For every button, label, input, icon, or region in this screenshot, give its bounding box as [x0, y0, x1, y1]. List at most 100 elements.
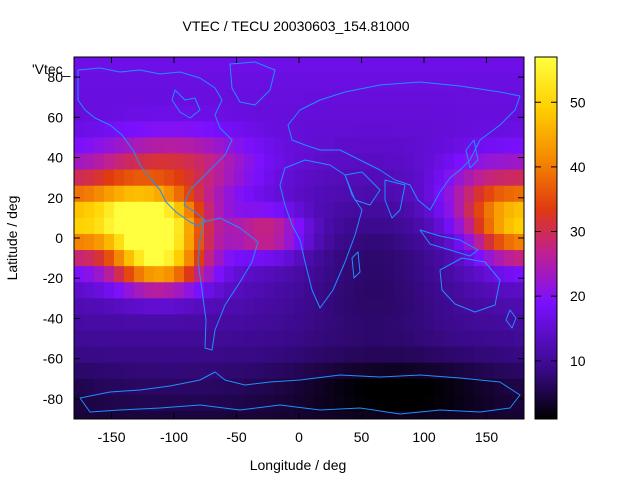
heat-cell [274, 394, 285, 412]
heat-cell [194, 73, 205, 90]
heat-cell [354, 153, 365, 171]
heat-cell [274, 330, 285, 348]
heat-cell [174, 282, 185, 299]
heat-cell [124, 378, 135, 396]
y-tick-label: 60 [47, 109, 63, 125]
heat-cell [154, 233, 165, 251]
heat-cell [144, 250, 155, 267]
heat-cell [514, 282, 524, 299]
heat-cell [104, 266, 115, 283]
heat-cell [514, 57, 524, 74]
heat-cell [294, 217, 305, 235]
heat-cell [344, 314, 355, 332]
heat-cell [234, 217, 245, 235]
heat-cell [444, 137, 455, 155]
heat-cell [404, 217, 415, 235]
heat-cell [134, 394, 145, 412]
heat-cell [464, 394, 475, 412]
heat-cell [284, 314, 295, 332]
heat-cell [454, 233, 465, 251]
heat-cell [204, 57, 215, 74]
heat-cell [84, 250, 95, 267]
heat-cell [274, 121, 285, 139]
heat-cell [334, 233, 345, 251]
heat-cell [144, 266, 155, 283]
heat-cell [94, 153, 105, 171]
heat-cell [504, 153, 515, 171]
heat-cell [214, 282, 225, 299]
heat-cell [484, 57, 495, 74]
heat-cell [204, 73, 215, 90]
heat-cell [354, 250, 365, 267]
heat-cell [384, 362, 395, 380]
heat-cell [104, 169, 115, 187]
heat-cell [494, 105, 505, 122]
heat-cell [474, 233, 485, 251]
heat-cell [464, 121, 475, 139]
heat-cell [354, 346, 365, 364]
heat-cell [194, 314, 205, 332]
heat-cell [304, 394, 315, 412]
heat-cell [384, 105, 395, 122]
heat-cell [204, 121, 215, 139]
heat-cell [484, 185, 495, 203]
colorbar-tick-label: 10 [570, 353, 586, 369]
heat-cell [314, 185, 325, 203]
heat-cell [274, 217, 285, 235]
heat-cell [424, 73, 435, 90]
heat-cell [444, 394, 455, 412]
heat-cell [264, 169, 275, 187]
heat-cell [514, 201, 524, 219]
heat-cell [104, 137, 115, 155]
heat-cell [204, 233, 215, 251]
heat-cell [474, 57, 485, 74]
heat-cell [104, 378, 115, 396]
heat-cell [164, 73, 175, 90]
heat-cell [274, 410, 285, 419]
heat-cell [444, 233, 455, 251]
heat-cell [194, 185, 205, 203]
heat-cell [474, 217, 485, 235]
heat-cell [204, 298, 215, 316]
heat-cell [364, 378, 375, 396]
heat-cell [144, 282, 155, 299]
heat-cell [344, 169, 355, 187]
heat-cell [244, 298, 255, 316]
heat-cell [294, 105, 305, 122]
heat-cell [334, 153, 345, 171]
heat-cell [444, 250, 455, 267]
heat-cell [434, 169, 445, 187]
heat-cell [314, 57, 325, 74]
heat-cell [294, 266, 305, 283]
heat-cell [244, 346, 255, 364]
heat-cell [344, 201, 355, 219]
vtec-heatmap [74, 57, 524, 419]
heat-cell [484, 137, 495, 155]
heat-cell [414, 57, 425, 74]
heat-cell [224, 185, 235, 203]
heat-cell [174, 266, 185, 283]
heat-cell [514, 73, 524, 90]
heat-cell [154, 201, 165, 219]
heat-cell [364, 57, 375, 74]
heat-cell [474, 282, 485, 299]
heat-cell [394, 346, 405, 364]
heat-cell [114, 394, 125, 412]
heat-cell [324, 362, 335, 380]
heat-cell [254, 73, 265, 90]
heat-cell [264, 185, 275, 203]
heat-cell [494, 266, 505, 283]
heat-cell [464, 314, 475, 332]
heat-cell [374, 330, 385, 348]
heat-cell [204, 169, 215, 187]
heat-cell [74, 169, 85, 187]
heat-cell [334, 346, 345, 364]
heat-cell [104, 217, 115, 235]
heat-cell [94, 282, 105, 299]
heat-cell [304, 233, 315, 251]
heat-cell [444, 282, 455, 299]
heat-cell [264, 394, 275, 412]
heat-cell [374, 378, 385, 396]
heat-cell [334, 250, 345, 267]
heat-cell [264, 121, 275, 139]
